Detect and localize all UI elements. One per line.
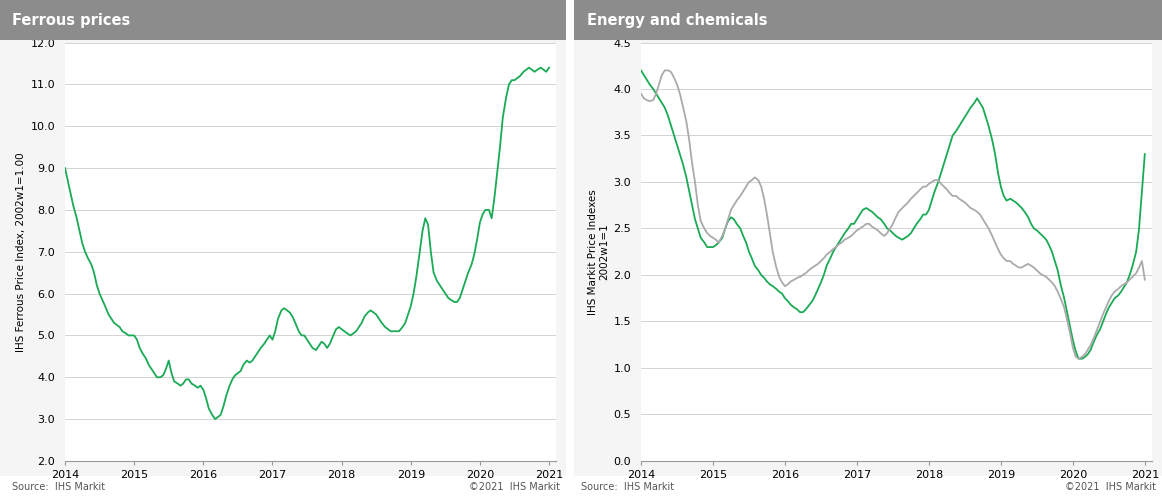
Text: Energy and chemicals: Energy and chemicals — [587, 13, 767, 28]
Y-axis label: IHS Ferrous Price Index, 2002w1=1.00: IHS Ferrous Price Index, 2002w1=1.00 — [16, 152, 27, 352]
Energy — [769, 286, 783, 292]
Energy — [1138, 151, 1152, 157]
Energy — [1063, 323, 1077, 329]
Chemicals — [1071, 356, 1085, 362]
Chemicals — [634, 91, 648, 97]
Energy — [1071, 356, 1085, 362]
Text: Source:  IHS Markit: Source: IHS Markit — [581, 482, 674, 492]
Line: Chemicals: Chemicals — [641, 71, 1145, 359]
Energy — [1027, 225, 1041, 231]
Chemicals — [834, 239, 848, 245]
Chemicals — [1138, 277, 1152, 283]
Text: ©2021  IHS Markit: ©2021 IHS Markit — [1066, 482, 1156, 492]
Energy — [1117, 284, 1131, 290]
Chemicals — [1030, 268, 1043, 274]
Chemicals — [773, 274, 787, 280]
Chemicals — [1039, 274, 1053, 280]
Y-axis label: IHS Markit Price Indexes
2002w1=1: IHS Markit Price Indexes 2002w1=1 — [588, 189, 609, 315]
Chemicals — [658, 68, 672, 74]
Line: Energy: Energy — [641, 71, 1145, 359]
Energy — [1035, 233, 1049, 239]
Energy — [832, 239, 846, 245]
Text: Source:  IHS Markit: Source: IHS Markit — [12, 482, 105, 492]
Chemicals — [1120, 280, 1134, 286]
Chemicals — [1066, 345, 1079, 351]
Text: ©2021  IHS Markit: ©2021 IHS Markit — [469, 482, 560, 492]
Energy — [634, 68, 648, 74]
Text: Ferrous prices: Ferrous prices — [12, 13, 130, 28]
